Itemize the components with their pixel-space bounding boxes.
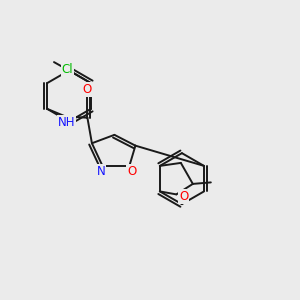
- Text: O: O: [179, 190, 188, 203]
- Text: O: O: [127, 165, 136, 178]
- Text: NH: NH: [58, 116, 75, 129]
- Text: N: N: [97, 165, 105, 178]
- Text: O: O: [82, 83, 92, 96]
- Text: Cl: Cl: [62, 63, 74, 76]
